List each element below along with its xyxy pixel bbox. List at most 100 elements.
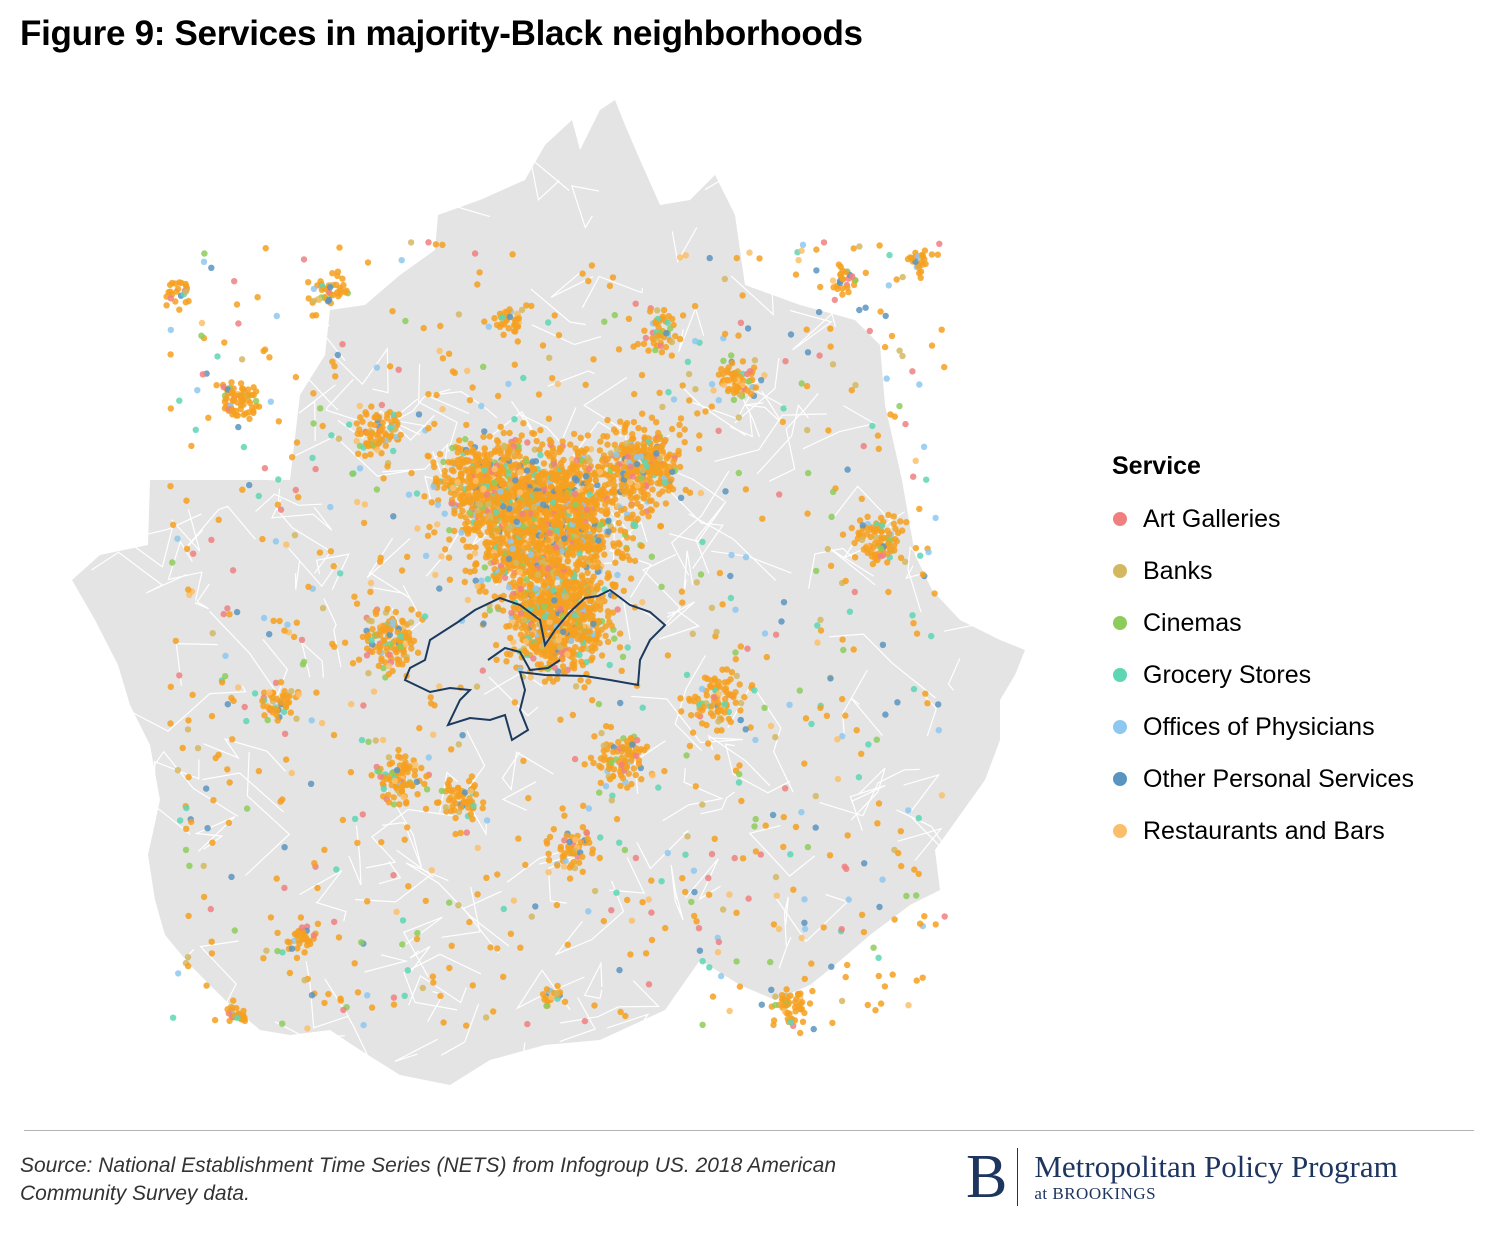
service-point — [520, 420, 527, 427]
service-point — [365, 670, 372, 677]
service-point — [554, 862, 561, 869]
service-point — [502, 520, 509, 527]
service-point — [411, 772, 418, 779]
service-point — [264, 716, 271, 724]
service-point — [393, 908, 400, 915]
service-point — [576, 617, 583, 624]
service-point — [539, 564, 546, 571]
service-point — [839, 291, 846, 298]
service-point — [561, 863, 568, 870]
service-point — [393, 767, 401, 774]
service-point — [493, 656, 500, 663]
service-point — [641, 746, 648, 754]
service-point — [163, 302, 170, 309]
service-point — [497, 450, 504, 457]
service-point — [618, 481, 625, 489]
service-point — [474, 891, 481, 898]
service-point — [598, 491, 605, 498]
service-point — [705, 874, 712, 882]
service-point — [658, 349, 666, 356]
service-point — [358, 939, 365, 946]
service-point — [596, 762, 603, 770]
service-point — [176, 306, 183, 313]
service-point — [230, 397, 237, 405]
service-point — [507, 930, 515, 937]
service-point — [630, 418, 638, 426]
tract-boundary — [778, 936, 792, 969]
service-point — [471, 250, 479, 257]
service-point — [462, 436, 469, 443]
service-point — [846, 608, 854, 615]
service-point — [682, 252, 689, 259]
service-point — [281, 730, 289, 737]
tract-boundary — [688, 513, 777, 581]
service-point — [525, 794, 532, 802]
service-point — [492, 575, 499, 583]
service-point — [508, 609, 515, 617]
service-point — [459, 536, 467, 544]
service-point — [192, 426, 199, 433]
tract-boundary — [730, 261, 774, 316]
service-point — [864, 530, 871, 538]
tract-boundary — [943, 588, 1007, 632]
service-point — [770, 921, 778, 928]
service-point — [648, 479, 655, 486]
service-point — [492, 517, 499, 525]
service-point — [389, 618, 397, 625]
service-point — [544, 651, 551, 658]
service-point — [414, 525, 421, 532]
service-point — [281, 627, 288, 634]
service-point — [604, 441, 611, 448]
service-point — [244, 386, 252, 393]
service-point — [746, 249, 753, 256]
service-point — [566, 844, 574, 852]
service-point — [616, 839, 623, 846]
service-point — [200, 893, 208, 901]
service-point — [545, 319, 552, 326]
service-point — [808, 720, 815, 728]
service-point — [252, 397, 260, 405]
service-point — [590, 590, 597, 597]
service-point — [198, 319, 206, 327]
service-point — [495, 500, 502, 507]
service-point — [596, 447, 604, 454]
service-point — [582, 555, 589, 562]
service-point — [628, 756, 635, 764]
service-point — [483, 491, 491, 498]
service-point — [448, 500, 455, 507]
service-point — [567, 581, 575, 588]
service-point — [639, 410, 646, 417]
service-point — [656, 455, 663, 462]
service-point — [806, 1000, 814, 1007]
service-point — [648, 553, 655, 560]
service-point — [273, 707, 281, 714]
service-point — [812, 792, 819, 800]
service-point — [590, 620, 597, 627]
service-point — [642, 334, 650, 342]
service-point — [602, 623, 609, 630]
service-point — [526, 520, 534, 527]
service-point — [309, 454, 316, 462]
service-point — [639, 704, 646, 711]
service-point — [303, 942, 311, 949]
service-point — [536, 446, 543, 453]
service-point — [778, 618, 785, 625]
service-point — [910, 473, 917, 480]
service-point — [506, 306, 513, 313]
service-point — [563, 516, 571, 523]
service-point — [190, 550, 197, 557]
service-point — [500, 429, 507, 437]
service-point — [286, 939, 293, 946]
service-point — [808, 960, 815, 967]
service-point — [642, 950, 650, 957]
service-point — [491, 593, 498, 600]
service-point — [472, 577, 479, 584]
service-point — [293, 954, 301, 962]
service-point — [839, 733, 846, 740]
service-point — [633, 460, 641, 468]
service-point — [732, 656, 739, 663]
service-point — [721, 686, 728, 693]
service-point — [518, 306, 526, 314]
service-point — [624, 453, 631, 460]
tract-boundary — [455, 180, 490, 218]
